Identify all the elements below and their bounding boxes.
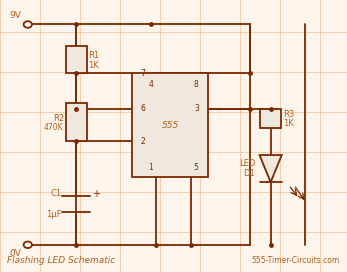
Text: 1: 1 <box>149 163 153 172</box>
Text: 470K: 470K <box>43 123 63 132</box>
Text: 4: 4 <box>149 80 153 89</box>
Text: 6: 6 <box>141 104 145 113</box>
Text: +: + <box>92 190 100 199</box>
Text: 555-Timer-Circuits.com: 555-Timer-Circuits.com <box>252 256 340 265</box>
Bar <box>66 103 87 141</box>
Bar <box>132 73 208 177</box>
Text: 1K: 1K <box>283 119 294 128</box>
Text: R1: R1 <box>88 51 100 60</box>
Text: 3: 3 <box>195 104 200 113</box>
Text: LED: LED <box>239 159 255 168</box>
Text: D1: D1 <box>243 169 255 178</box>
Bar <box>66 46 87 73</box>
Text: 5: 5 <box>194 163 198 172</box>
Text: 0V: 0V <box>9 249 21 258</box>
Text: C1: C1 <box>51 188 62 198</box>
Bar <box>260 109 281 128</box>
Text: R3: R3 <box>283 110 294 119</box>
Text: R2: R2 <box>53 114 64 123</box>
Text: 555: 555 <box>161 120 179 130</box>
Text: 8: 8 <box>194 80 198 89</box>
Text: 1μF: 1μF <box>46 210 62 220</box>
Text: 7: 7 <box>141 69 145 78</box>
Text: Flashing LED Schematic: Flashing LED Schematic <box>7 256 115 265</box>
Polygon shape <box>260 155 282 182</box>
Text: 9V: 9V <box>9 11 21 20</box>
Text: 1K: 1K <box>88 61 99 70</box>
Text: 2: 2 <box>141 137 145 146</box>
